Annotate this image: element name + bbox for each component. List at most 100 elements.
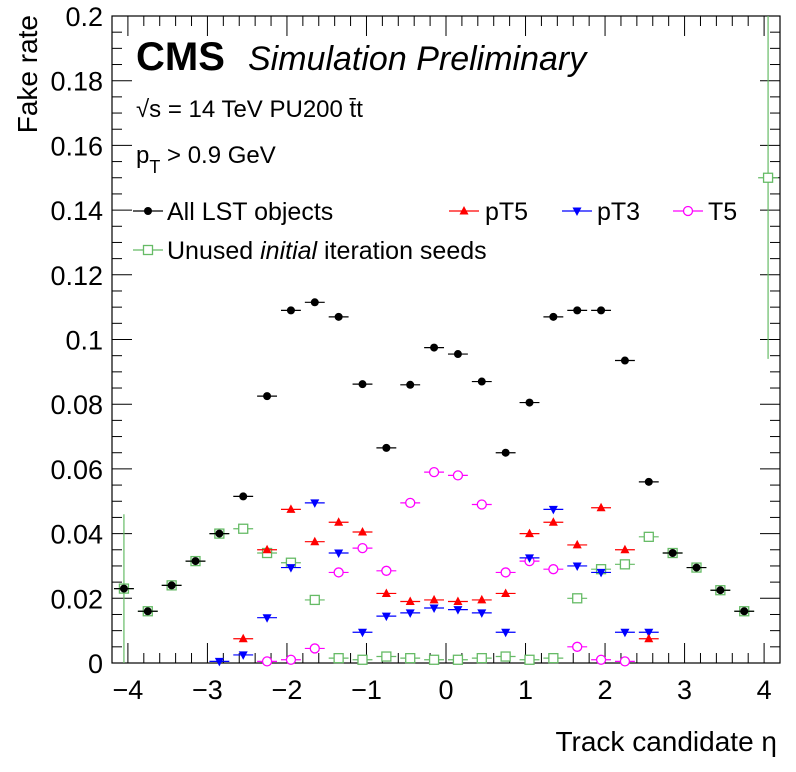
pt5-point <box>501 588 511 597</box>
legend-marker <box>682 205 694 217</box>
y-tick-label: 0.12 <box>50 261 103 291</box>
all-point <box>692 563 701 572</box>
cms-sublabel: Simulation Preliminary <box>248 40 588 78</box>
unused-point <box>619 559 631 570</box>
legend-marker <box>142 244 154 256</box>
all-point <box>263 392 272 401</box>
all-point <box>740 607 749 616</box>
all-point <box>239 492 248 501</box>
all-point <box>143 607 152 616</box>
axis-ticks <box>111 15 781 664</box>
unused-point <box>333 652 344 664</box>
series-all <box>113 298 755 616</box>
all-point <box>716 586 725 595</box>
x-axis-label: Track candidate η <box>555 726 777 757</box>
pt5-point <box>477 594 487 604</box>
x-tick-label: −1 <box>351 675 382 705</box>
all-point <box>573 306 582 315</box>
energy-label: √s = 14 TeV PU200 t̄t <box>136 96 363 123</box>
x-tick-label: −2 <box>272 675 303 705</box>
unused-point <box>428 654 440 665</box>
t5-point <box>595 654 607 665</box>
all-point <box>668 549 677 558</box>
pt3-point <box>596 568 606 578</box>
legend-label: pT5 <box>485 198 528 226</box>
t5-point <box>476 499 487 510</box>
legend-item-t5: T5 <box>673 198 737 226</box>
legend-label: T5 <box>708 198 737 226</box>
x-tick-label: 2 <box>598 675 613 705</box>
pt3-point <box>525 554 534 563</box>
legend-label: Unused initial iteration seeds <box>167 237 487 265</box>
all-point <box>119 584 128 593</box>
pt5-point <box>572 539 582 549</box>
cms-label: CMS <box>136 35 225 79</box>
all-point <box>334 312 343 321</box>
legend-item-pt5: pT5 <box>449 198 528 226</box>
t5-point <box>619 656 631 667</box>
pt5-point <box>381 588 391 597</box>
all-point <box>286 306 295 315</box>
unused-point <box>238 523 249 534</box>
all-point <box>167 581 176 590</box>
pt5-point <box>286 504 296 513</box>
y-tick-label: 0.16 <box>50 131 103 161</box>
pt3-point <box>310 499 320 508</box>
legend-label: pT3 <box>597 198 640 226</box>
series-pt3 <box>209 499 659 667</box>
pt5-point <box>548 517 558 526</box>
t5-point <box>261 656 273 667</box>
t5-point <box>500 567 511 578</box>
legend: All LST objects pT5 pT3 T5 Unused initial it… <box>133 198 737 265</box>
all-point <box>477 377 486 386</box>
all-point <box>501 448 510 457</box>
pt5-point <box>238 633 248 643</box>
t5-point <box>357 543 368 554</box>
pt5-point <box>405 596 415 606</box>
unused-point <box>524 654 535 665</box>
t5-point <box>405 497 416 509</box>
pt3-point <box>262 614 272 623</box>
x-tick-label: 1 <box>518 675 533 705</box>
pt5-point <box>596 502 606 512</box>
unused-point <box>572 593 583 604</box>
all-point <box>310 298 319 307</box>
x-tick-label: 4 <box>757 675 772 705</box>
pt-label: pT > 0.9 GeV <box>136 142 276 177</box>
t5-point <box>548 564 559 575</box>
pt3-point <box>381 612 391 622</box>
y-tick-label: 0.08 <box>50 390 103 420</box>
legend-marker <box>572 207 582 216</box>
y-tick-label: 0.2 <box>65 2 103 32</box>
unused-point <box>643 531 654 542</box>
x-tick-label: −4 <box>113 675 144 705</box>
t5-point <box>572 641 583 652</box>
pt3-point <box>405 609 415 618</box>
x-tick-labels: −4 −3 −2 −1 0 1 2 3 4 <box>113 675 772 705</box>
pt5-point <box>262 544 272 554</box>
unused-point <box>452 654 464 665</box>
unused-point <box>762 172 774 183</box>
pt3-point <box>358 628 367 638</box>
x-tick-label: 0 <box>438 675 453 705</box>
pt5-point <box>644 633 654 643</box>
all-point <box>644 477 653 486</box>
pt5-point <box>334 517 344 526</box>
pt3-point <box>477 609 487 618</box>
all-point <box>406 380 415 389</box>
pt5-point <box>453 596 463 606</box>
unused-point <box>500 651 511 662</box>
y-tick-label: 0.14 <box>50 196 103 226</box>
all-point <box>358 380 367 389</box>
all-point <box>549 312 558 321</box>
t5-point <box>452 470 464 481</box>
pt3-point <box>429 604 439 614</box>
t5-point <box>333 567 344 578</box>
y-tick-label: 0.04 <box>50 520 103 550</box>
legend-item-pt3: pT3 <box>562 198 640 226</box>
y-tick-label: 0.18 <box>50 67 103 97</box>
legend-marker <box>144 207 152 215</box>
legend-label: All LST objects <box>167 198 333 226</box>
legend-item-all: All LST objects <box>133 198 333 226</box>
